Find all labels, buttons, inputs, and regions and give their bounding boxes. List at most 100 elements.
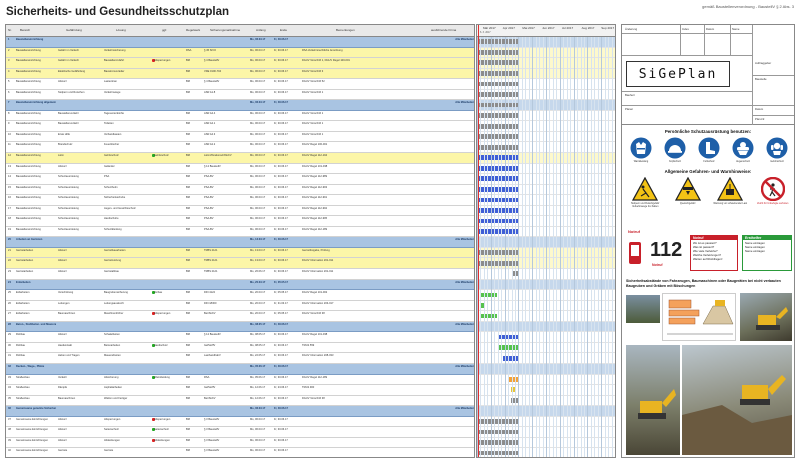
tb-label-aenderung: Änderung bbox=[625, 27, 638, 31]
section-row[interactable]: 24 Erdarbeiten Mo, 20.03.17 Fr, 05.05.17 All… bbox=[6, 279, 474, 291]
cell-start: Mo, 06.03.17 bbox=[250, 90, 266, 94]
gantt-bar[interactable] bbox=[481, 303, 486, 308]
gantt-bar[interactable] bbox=[497, 345, 519, 350]
section-row[interactable]: 32 Decken-, Wege-, Plätze Mo, 05.06.17 Fr, … bbox=[6, 363, 474, 375]
cell-bereich: Baustelleneinrichtung bbox=[16, 217, 41, 221]
table-row[interactable]: 6 Baustelleneinrichtung Stolpern und Rutsc… bbox=[6, 90, 474, 101]
cell-bem: DGUV Vorschrift 3 bbox=[302, 69, 324, 73]
table-row[interactable]: 29 Rohbau Absturz Schalarbeiten BM § 12 Baust… bbox=[6, 332, 474, 343]
distance-sketch-icon bbox=[667, 299, 734, 335]
table-row[interactable]: 30 Rohbau Hautkontakt Betonarbeiten Handschu… bbox=[6, 343, 474, 354]
ersthelfer-box: Ersthelfer Name eintragen Name eintragen… bbox=[742, 235, 792, 271]
cell-end: Fr, 30.06.17 bbox=[274, 259, 288, 263]
table-row[interactable]: 31 Rohbau Heben und Tragen Mauerarbeiten BM L… bbox=[6, 353, 474, 364]
cell-gef: Absturz bbox=[58, 248, 67, 252]
cell-end: Fr, 30.06.17 bbox=[274, 69, 288, 73]
table-row[interactable]: 21 Gerüstarbeiten Absturz Gerüstbauarbeiten… bbox=[6, 247, 474, 259]
table-row[interactable]: 23 Gerüstarbeiten Absturz Gerüstabbau BM TRBS… bbox=[6, 269, 474, 280]
warn-icons: Stolpern und Rutschgefahr Verkehrswege f… bbox=[624, 177, 794, 208]
cell-start: Mo, 06.03.17 bbox=[250, 48, 266, 52]
table-row[interactable]: 4 Baustelleneinrichtung Elektrische Gefähr… bbox=[6, 68, 474, 80]
gantt-bar[interactable] bbox=[502, 355, 519, 361]
cell-bereich: Baustelleneinrichtung bbox=[16, 80, 41, 84]
table-row[interactable]: 35 Straßenbau Baumaschinen Walzen und Ferti… bbox=[6, 396, 474, 407]
gantt-bar[interactable] bbox=[481, 292, 497, 298]
table-row[interactable]: 18 Baustelleneinrichtung Schutzausrüstung H… bbox=[6, 216, 474, 227]
table-row[interactable]: 37 Gemeinsame Einrichtungen Absturz Absperr… bbox=[6, 417, 474, 428]
cell-loes: Seitenschutz bbox=[104, 428, 119, 432]
table-row[interactable]: 15 Baustelleneinrichtung Schutzausrüstung S… bbox=[6, 185, 474, 196]
cell-start: Mo, 05.06.17 bbox=[250, 375, 266, 379]
table-row[interactable]: 27 Erdarbeiten Baumaschinen Maschinenführer… bbox=[6, 311, 474, 322]
cell-loes: Verkehrswege bbox=[104, 90, 121, 94]
notruf-box-title: Notruf bbox=[691, 236, 737, 240]
table-row[interactable]: 14 Baustelleneinrichtung Schutzausrüstung P… bbox=[6, 174, 474, 185]
cell-nr: 10 bbox=[8, 132, 11, 136]
table-row[interactable]: 16 Baustelleneinrichtung Schutzausrüstung S… bbox=[6, 195, 474, 206]
table-row[interactable]: 26 Erdarbeiten Leitungen Leitungsauskunft BM… bbox=[6, 301, 474, 312]
cell-gg: Absperrungen bbox=[154, 312, 171, 316]
info-panel: Änderung Index Datum Name SiGePlan Bauhe… bbox=[621, 24, 795, 458]
table-row[interactable]: 13 Baustelleneinrichtung Absturz Geländer BM… bbox=[6, 164, 474, 175]
cell-nr: 19 bbox=[8, 227, 11, 231]
table-row[interactable]: 38 Gemeinsame Einrichtungen Absturz Seitens… bbox=[6, 427, 474, 438]
cell-bem: DGUV Information 201-011 bbox=[302, 270, 334, 274]
gantt-bar[interactable] bbox=[479, 260, 519, 266]
cell-bem: DGUV Regel 112-194 bbox=[302, 154, 328, 158]
col-header-loesung: Lösung bbox=[116, 28, 126, 32]
table-row[interactable]: 39 Gemeinsame Einrichtungen Absturz Abdecku… bbox=[6, 438, 474, 449]
section-row[interactable]: 7 Baustelleneinrichtung allgemein Mo, 06.0… bbox=[6, 100, 474, 111]
cell-gef: Stolpern und Rutschen bbox=[58, 90, 85, 94]
table-row[interactable]: 34 Straßenbau Dämpfe Asphaltarbeiten BM GefSt… bbox=[6, 385, 474, 396]
cell-bereich: Baustelleneinrichtung bbox=[16, 90, 41, 94]
tb-field-baustelle: Baustelle bbox=[755, 77, 767, 81]
cell-start: Mo, 06.03.17 bbox=[250, 185, 266, 189]
cell-sch: § 3 BaustellV bbox=[204, 449, 220, 453]
table-row[interactable]: 19 Baustelleneinrichtung Schutzausrüstung S… bbox=[6, 227, 474, 238]
cell-bereich: Gemeinsame genutzte Sicherheitseinrichtu… bbox=[16, 407, 56, 411]
cell-nr: 27 bbox=[8, 312, 11, 316]
section-row[interactable]: 1 Baustelleneinrichtung Mo, 06.03.17 Fr, 30… bbox=[6, 37, 474, 48]
gantt-week-start: 6. 3. 2017 bbox=[480, 31, 491, 34]
gantt-bar[interactable] bbox=[510, 387, 517, 393]
cell-firma: Alle Mitarbeiter bbox=[455, 238, 474, 242]
table-row[interactable]: 5 Baustelleneinrichtung Absturz Lastenkran B… bbox=[6, 79, 474, 90]
cell-start: Mo, 22.05.17 bbox=[250, 354, 266, 358]
cell-sch: GefStoffV bbox=[204, 343, 216, 347]
table-row[interactable]: 25 Erdarbeiten Verschüttung Baugrubensicher… bbox=[6, 290, 474, 301]
section-row[interactable]: 20 Arbeiten an Gerüsten Mo, 13.03.17 Fr, 30… bbox=[6, 237, 474, 248]
cell-gef: Baustellenverkehr bbox=[58, 122, 79, 126]
psa-item: Kopfschutz bbox=[662, 137, 688, 163]
table-row[interactable]: 12 Baustelleneinrichtung Lärm Gehörschutz Ge… bbox=[6, 153, 474, 164]
cell-loes: Baustromverteiler bbox=[104, 69, 125, 73]
gantt-bar[interactable] bbox=[508, 376, 519, 382]
table-row[interactable]: 3 Baustelleneinrichtung Gefahr im Verkehr B… bbox=[6, 58, 474, 69]
section-row[interactable]: 28 Beton-, Stahlbeton- und Maurerarbeiten… bbox=[6, 321, 474, 333]
cell-end: Fr, 30.06.17 bbox=[274, 354, 288, 358]
table-row[interactable]: 9 Baustelleneinrichtung Baustellenverkehr T… bbox=[6, 121, 474, 132]
cell-bem: DGUV Regel 112-189 bbox=[302, 227, 328, 231]
gantt-bar[interactable] bbox=[481, 313, 497, 319]
gantt-bar[interactable] bbox=[510, 397, 519, 403]
cell-loes: Geländer bbox=[104, 164, 115, 168]
cell-nr: 29 bbox=[8, 333, 11, 337]
cell-reg: BM bbox=[186, 196, 190, 200]
table-row[interactable]: 40 Gemeinsame Einrichtungen Gerüste Gerüste… bbox=[6, 448, 474, 457]
table-row[interactable]: 10 Baustelleneinrichtung Erste Hilfe Verban… bbox=[6, 132, 474, 143]
gantt-bar[interactable] bbox=[497, 334, 519, 340]
cell-gef: Baumaschinen bbox=[58, 396, 76, 400]
section-row[interactable]: 36 Gemeinsame genutzte Sicherheitseinrich… bbox=[6, 406, 474, 417]
cell-firma: Alle Mitarbeiter bbox=[455, 280, 474, 284]
cell-start: Mo, 06.03.17 bbox=[250, 59, 266, 63]
table-row[interactable]: 2 Baustelleneinrichtung Gefahr im Verkehr V… bbox=[6, 47, 474, 59]
cell-start: Mo, 06.03.17 bbox=[250, 80, 266, 84]
cell-bereich: Rohbau bbox=[16, 333, 26, 337]
tb-label-index: Index bbox=[682, 27, 689, 31]
table-row[interactable]: 17 Baustelleneinrichtung Schutzausrüstung A… bbox=[6, 206, 474, 217]
gantt-bar[interactable] bbox=[479, 250, 519, 256]
table-row[interactable]: 11 Baustelleneinrichtung Brandschutz Feuerl… bbox=[6, 142, 474, 154]
table-row[interactable]: 33 Straßenbau Verkehr Absicherung Warnkleidu… bbox=[6, 375, 474, 386]
table-row[interactable]: 8 Baustelleneinrichtung Baustellenverkehr T… bbox=[6, 111, 474, 122]
table-row[interactable]: 22 Gerüstarbeiten Absturz Gerüstnutzung BM TR… bbox=[6, 258, 474, 270]
cell-bereich: Beton-, Stahlbeton- und Maurerarbeiten bbox=[16, 322, 56, 326]
